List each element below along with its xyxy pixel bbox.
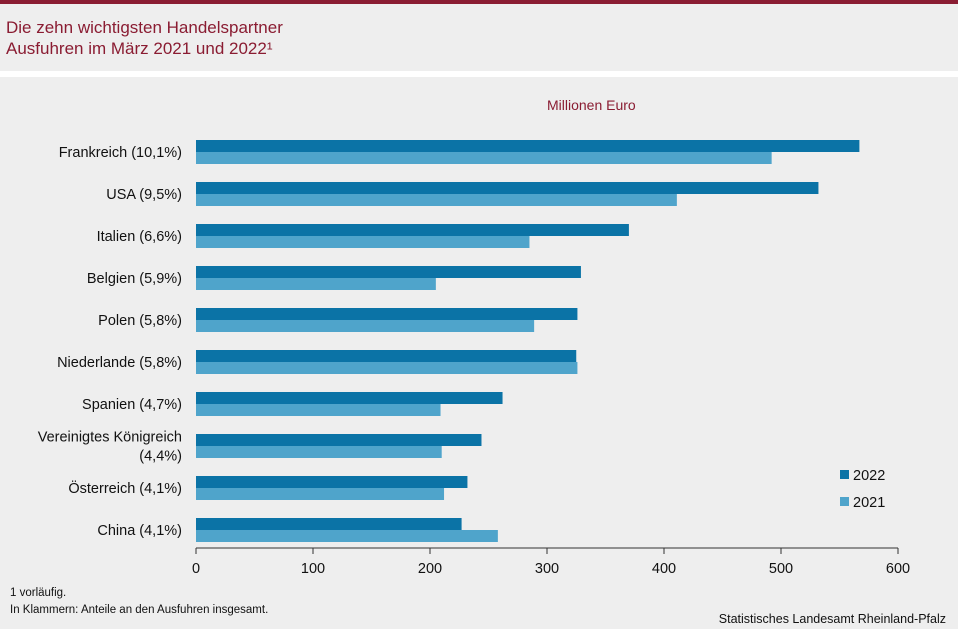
bar-2021-7 <box>196 446 442 458</box>
category-label-6: Spanien (4,7%) <box>82 397 182 413</box>
category-label-4: Polen (5,8%) <box>98 313 182 329</box>
source-label: Statistisches Landesamt Rheinland-Pfalz <box>718 612 946 626</box>
category-label-9: China (4,1%) <box>97 523 182 539</box>
legend-label-2021: 2021 <box>853 495 885 511</box>
bar-2022-9 <box>196 518 462 530</box>
bar-2021-0 <box>196 152 772 164</box>
x-tick-label-0: 0 <box>192 561 200 577</box>
chart-title-line-1: Die zehn wichtigsten Handelspartner <box>6 18 283 37</box>
category-label-5: Niederlande (5,8%) <box>57 355 182 371</box>
bar-2022-3 <box>196 266 581 278</box>
bar-2022-6 <box>196 392 503 404</box>
x-tick-label-5: 500 <box>769 561 793 577</box>
bar-2021-1 <box>196 194 677 206</box>
footnote-preliminary: 1 vorläufig. <box>10 587 67 599</box>
legend-swatch-2021 <box>840 497 849 506</box>
category-label-2: Italien (6,6%) <box>97 229 182 245</box>
category-label-0: Frankreich (10,1%) <box>59 145 182 161</box>
x-tick-label-2: 200 <box>418 561 442 577</box>
bar-2022-0 <box>196 140 860 152</box>
legend-swatch-2022 <box>840 470 849 479</box>
bar-2021-5 <box>196 362 578 374</box>
bar-2022-5 <box>196 350 577 362</box>
category-label-7: Vereinigtes Königreich (4,4%) <box>38 430 182 465</box>
bar-2022-8 <box>196 476 468 488</box>
x-tick-label-6: 600 <box>886 561 910 577</box>
chart-title-line-2: Ausfuhren im März 2021 und 2022¹ <box>6 39 273 58</box>
top-accent-rule <box>0 0 958 4</box>
bar-2022-1 <box>196 182 819 194</box>
x-tick-label-4: 400 <box>652 561 676 577</box>
bar-2021-8 <box>196 488 445 500</box>
bar-2022-7 <box>196 434 482 446</box>
unit-label: Millionen Euro <box>547 97 636 113</box>
header-divider <box>0 71 958 77</box>
bar-2021-3 <box>196 278 436 290</box>
bar-2021-2 <box>196 236 530 248</box>
bar-2021-9 <box>196 530 498 542</box>
category-label-3: Belgien (5,9%) <box>87 271 182 287</box>
bar-2022-4 <box>196 308 578 320</box>
category-label-1: USA (9,5%) <box>106 187 182 203</box>
x-tick-label-3: 300 <box>535 561 559 577</box>
footnote-shares: In Klammern: Anteile an den Ausfuhren in… <box>10 604 269 616</box>
bar-2022-2 <box>196 224 629 236</box>
x-tick-label-1: 100 <box>301 561 325 577</box>
category-label-8: Österreich (4,1%) <box>68 479 182 497</box>
legend-label-2022: 2022 <box>853 468 885 484</box>
bar-2021-4 <box>196 320 535 332</box>
bar-2021-6 <box>196 404 441 416</box>
chart-title: Die zehn wichtigsten Handelspartner Ausf… <box>6 17 283 59</box>
